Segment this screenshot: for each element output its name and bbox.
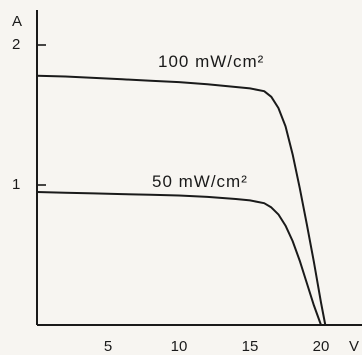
series-line-50 [36, 191, 322, 326]
x-tick-label-10: 10 [171, 338, 188, 355]
x-unit-label: V [349, 338, 359, 355]
series-label-50: 50 mW/cm² [152, 172, 248, 191]
labels: 1 2 5 10 15 20 A V 100 mW/cm² 50 mW/cm² [12, 13, 359, 355]
y-tick-label-1: 1 [12, 176, 20, 193]
series-label-100: 100 mW/cm² [158, 52, 264, 71]
y-tick-label-2: 2 [12, 36, 20, 53]
x-tick-label-15: 15 [242, 338, 259, 355]
axes [36, 10, 362, 326]
y-unit-label: A [12, 13, 22, 30]
x-tick-label-5: 5 [104, 338, 112, 355]
x-tick-label-20: 20 [313, 338, 330, 355]
series-line-100 [36, 74, 327, 326]
curves [36, 74, 327, 326]
